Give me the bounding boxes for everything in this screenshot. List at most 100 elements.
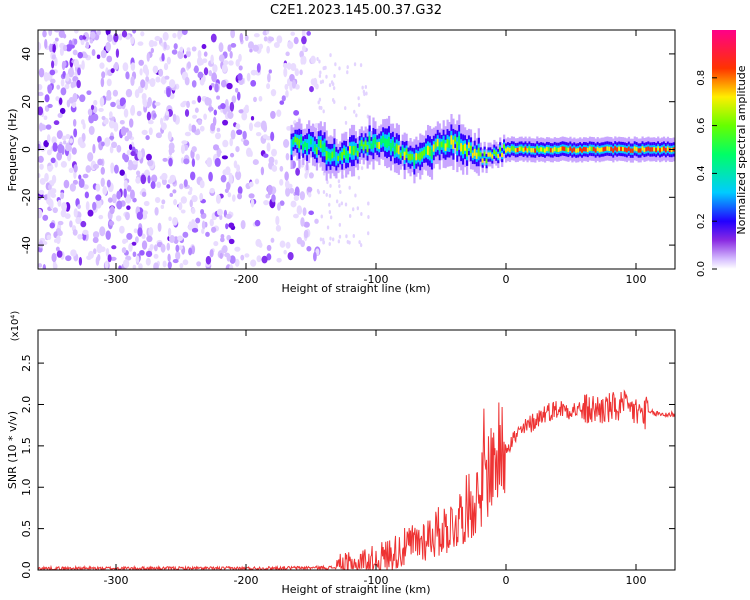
noise-cell [296,205,303,215]
noise-cell [288,183,293,189]
noise-cell [360,211,363,216]
noise-cell [73,128,78,138]
signal-core [661,147,664,152]
noise-cell [344,202,348,207]
noise-cell [256,62,261,73]
noise-cell [85,165,92,173]
signal-core [391,140,395,148]
noise-cell [197,71,204,79]
noise-cell [130,76,135,87]
noise-cell [356,206,360,211]
noise-cell [175,251,181,261]
signal-core [629,148,632,153]
noise-cell [57,113,63,119]
signal-core [518,146,521,151]
noise-cell [132,264,137,269]
signal-core [592,146,595,152]
signal-core [300,136,303,143]
noise-cell [266,244,272,251]
noise-cell [366,114,370,119]
noise-cell [67,67,75,78]
noise-cell [320,214,323,219]
signal-core [567,147,570,153]
signal-core [633,146,636,151]
bottom-y-axis-label: SNR (10 * v/v) [6,411,19,489]
signal-core [598,148,601,153]
noise-cell [99,96,105,107]
noise-cell [132,30,137,34]
noise-cell [141,233,146,239]
noise-cell [213,109,218,116]
signal-core [403,151,406,161]
noise-cell [270,131,275,142]
noise-cell [306,30,311,36]
noise-cell [207,106,214,112]
noise-cell [225,223,229,230]
noise-cell [317,190,320,195]
noise-cell [54,160,58,168]
noise-cell [226,181,231,191]
noise-cell [344,106,347,111]
noise-cell [119,225,125,234]
noise-cell [266,45,271,54]
noise-cell [136,211,144,220]
noise-cell [197,119,203,126]
noise-cell [115,215,122,222]
noise-cell [281,95,286,102]
noise-cell [110,68,115,74]
noise-cell [249,150,253,158]
noise-cell [339,189,342,194]
noise-cell [250,115,255,121]
noise-cell [89,38,94,44]
noise-cell [252,159,259,166]
noise-cell [191,207,196,215]
top-x-tick-label: 100 [626,273,647,286]
noise-cell [38,41,42,51]
noise-cell [101,141,105,147]
noise-cell [165,110,169,116]
signal-core [442,139,445,149]
noise-cell [302,45,306,53]
noise-cell [326,180,329,185]
noise-cell [293,195,300,202]
noise-cell [146,153,152,161]
noise-cell [60,161,68,168]
noise-cell [233,160,238,169]
noise-cell [338,222,342,227]
signal-core [446,139,449,148]
signal-core [419,152,422,161]
signal-core [382,135,385,144]
noise-cell [191,227,199,233]
noise-cell [313,251,317,262]
noise-cell [130,36,135,45]
noise-cell [191,158,196,168]
noise-cell [211,72,218,83]
noise-cell [293,213,299,219]
noise-cell [321,79,325,84]
noise-cell [222,119,229,126]
noise-cell [80,220,87,228]
signal-core [423,149,426,156]
noise-cell [270,110,276,119]
noise-cell [38,173,41,178]
signal-core [553,146,556,152]
noise-cell [86,90,92,96]
snr-series-line [38,389,675,570]
noise-cell [78,174,82,180]
noise-cell [122,152,126,160]
noise-cell [139,249,145,256]
noise-cell [221,245,228,254]
signal-core [356,150,359,157]
noise-cell [316,56,319,61]
signal-core [389,142,393,152]
noise-cell [139,68,143,76]
noise-cell [44,172,49,182]
noise-cell [244,34,249,42]
noise-cell [254,219,261,227]
noise-cell [236,91,241,101]
noise-cell [361,85,364,90]
noise-cell [255,132,262,137]
signal-core [528,146,531,151]
noise-cell [177,30,182,40]
